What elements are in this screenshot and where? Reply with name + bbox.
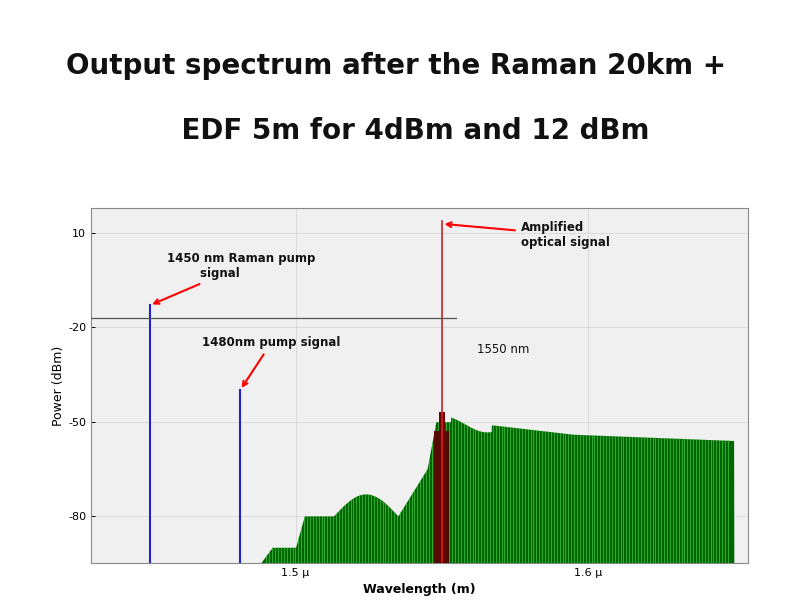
Text: Amplified
optical signal: Amplified optical signal bbox=[447, 221, 609, 248]
Text: 1550 nm: 1550 nm bbox=[477, 343, 529, 356]
Text: 1480nm pump signal: 1480nm pump signal bbox=[202, 337, 341, 386]
Text: 1450 nm Raman pump
        signal: 1450 nm Raman pump signal bbox=[154, 252, 315, 304]
X-axis label: Wavelength (m): Wavelength (m) bbox=[364, 583, 476, 597]
Text: Output spectrum after the Raman 20km +: Output spectrum after the Raman 20km + bbox=[66, 52, 726, 80]
Y-axis label: Power (dBm): Power (dBm) bbox=[52, 345, 65, 426]
Text: EDF 5m for 4dBm and 12 dBm: EDF 5m for 4dBm and 12 dBm bbox=[143, 117, 649, 145]
